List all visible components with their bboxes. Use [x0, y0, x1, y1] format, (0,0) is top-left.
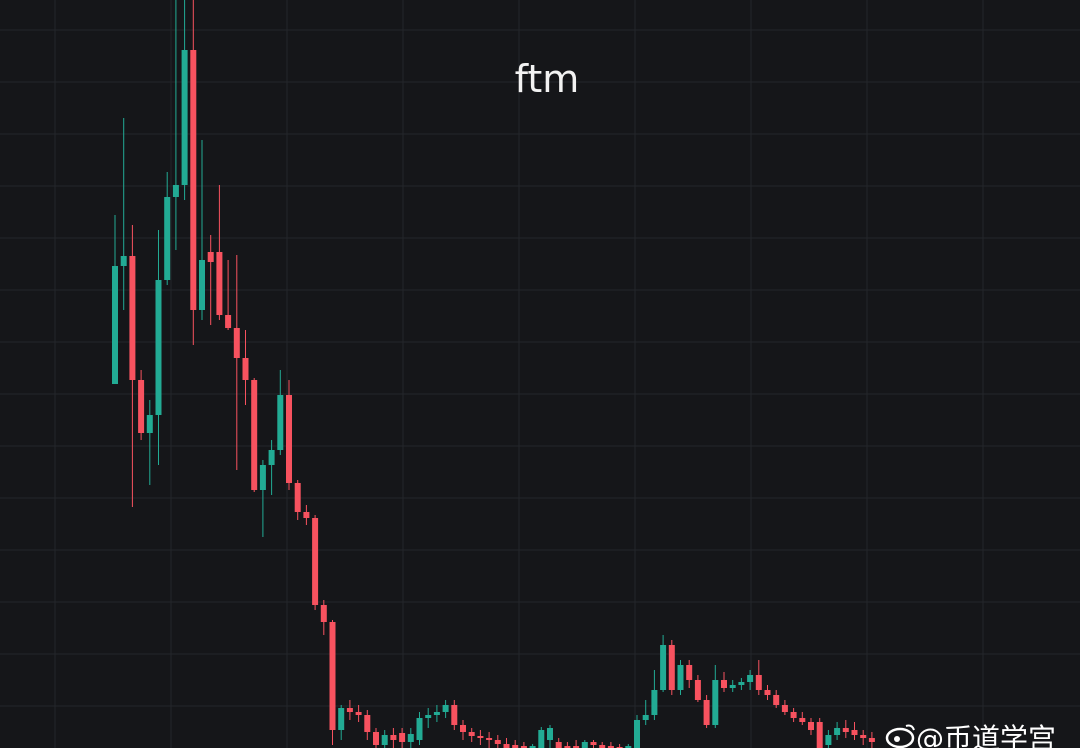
candle-body [460, 725, 466, 732]
candle-body [251, 380, 258, 490]
candle-body [399, 733, 406, 742]
candle-body [842, 728, 849, 732]
candle-body [686, 665, 693, 680]
candle-body [451, 705, 458, 725]
candle-body [599, 745, 606, 748]
candle-body [477, 736, 484, 738]
candle-body [721, 680, 727, 688]
candle-body [694, 680, 701, 700]
candle-body [668, 645, 675, 690]
candle-body [868, 738, 875, 742]
candle-body [355, 712, 362, 715]
candle-body [816, 722, 823, 748]
candle-body [729, 685, 736, 688]
candle-body [381, 735, 388, 745]
candle-body [155, 280, 162, 415]
candle-body [555, 742, 562, 748]
candle-body [747, 675, 754, 682]
chart-title: ftm [515, 57, 580, 101]
candle-body [442, 705, 449, 712]
watermark: @币道学宫 [916, 722, 1056, 748]
candle-body [216, 252, 223, 315]
candle-body [503, 744, 510, 748]
candle-body [294, 483, 301, 512]
candle-body [207, 252, 214, 262]
candle-body [703, 700, 710, 725]
candle-body [677, 665, 684, 690]
candle-body [468, 732, 475, 736]
candle-body [651, 690, 658, 715]
candle-body [607, 746, 614, 748]
candle-body [851, 730, 858, 735]
candle-body [425, 715, 432, 718]
candles [112, 0, 875, 748]
candle-body [634, 720, 640, 748]
candle-body [320, 605, 327, 622]
candle-body [120, 256, 127, 266]
candle-body [129, 256, 136, 380]
candle-body [277, 395, 284, 450]
candle-body [146, 415, 153, 433]
candle-body [190, 50, 197, 310]
candle-body [712, 680, 719, 725]
candle-body [738, 682, 745, 685]
candle-body [799, 718, 806, 722]
candle-body [825, 735, 832, 745]
candle-body [834, 728, 841, 735]
candle-body [433, 712, 440, 715]
candle-body [520, 746, 527, 748]
candle-body [172, 185, 179, 197]
candle-body [225, 315, 232, 328]
candle-body [181, 50, 188, 185]
candle-body [564, 746, 571, 748]
candle-body [773, 695, 780, 705]
candle-body [573, 746, 580, 748]
candle-body [808, 722, 814, 730]
candle-body [338, 708, 345, 730]
candle-body [755, 675, 762, 690]
candle-body [494, 740, 501, 744]
candle-body [242, 358, 249, 380]
candle-body [268, 450, 275, 465]
candle-body [625, 746, 632, 748]
candle-body [660, 645, 667, 690]
candle-body [138, 380, 145, 433]
candle-body [407, 734, 414, 742]
candle-body [512, 745, 519, 748]
candle-body [581, 742, 588, 748]
candle-body [286, 395, 292, 483]
candle-body [416, 718, 423, 740]
candle-body [112, 266, 118, 384]
candle-body [764, 690, 771, 695]
candle-body [590, 742, 597, 745]
candle-body [781, 705, 788, 712]
candle-body [538, 730, 545, 748]
candle-body [303, 512, 310, 518]
candle-body [390, 735, 397, 740]
candle-body [259, 465, 266, 490]
candle-body [486, 738, 493, 740]
candle-body [860, 735, 867, 738]
candle-body [233, 328, 240, 358]
candle-body [529, 746, 536, 748]
candle-body [199, 260, 205, 310]
candle-body [642, 715, 649, 720]
candle-body [346, 708, 353, 712]
watermark-icon [885, 724, 915, 748]
candle-body [312, 518, 319, 605]
candle-body [547, 728, 553, 740]
candle-body [364, 715, 371, 732]
candle-body [373, 732, 379, 745]
candle-body [329, 622, 336, 730]
candle-body [164, 197, 171, 280]
candle-body [790, 712, 797, 718]
